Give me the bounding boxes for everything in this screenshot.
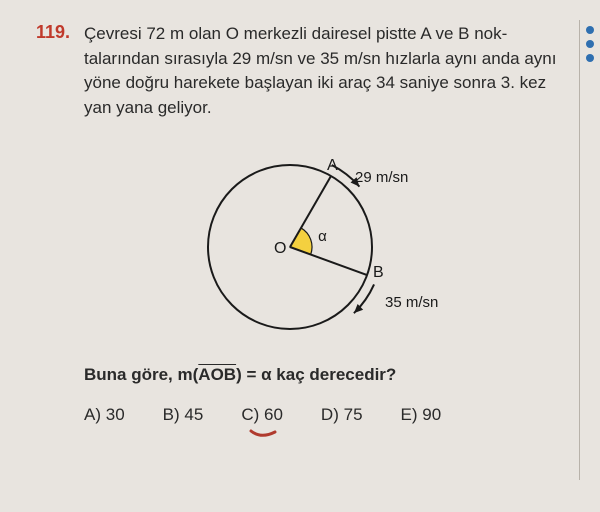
choice-B[interactable]: B) 45 <box>163 405 204 425</box>
choice-D[interactable]: D) 75 <box>321 405 363 425</box>
label-B: B <box>373 264 384 281</box>
question-number: 119. <box>36 22 74 43</box>
question-text: Çevresi 72 m olan O merkezli dairesel pi… <box>84 22 564 121</box>
radius-OB <box>290 247 367 275</box>
choice-C[interactable]: C) 60 <box>241 405 283 425</box>
page: 119. Çevresi 72 m olan O merkezli daires… <box>0 0 600 425</box>
choice-value: 90 <box>422 405 441 424</box>
ask-suffix: ) = α kaç derecedir? <box>236 365 396 384</box>
bullet-icon <box>586 40 594 48</box>
speed-A: 29 m/sn <box>355 169 408 186</box>
choice-value: 30 <box>106 405 125 424</box>
arc-label: AOB <box>198 365 236 384</box>
choice-letter: D) <box>321 405 339 424</box>
bullet-icon <box>586 26 594 34</box>
question-row: 119. Çevresi 72 m olan O merkezli daires… <box>36 22 564 121</box>
label-A: A <box>327 157 338 174</box>
circle-diagram: A B O α 29 m/sn 35 m/sn <box>160 127 440 357</box>
choice-letter: C) <box>241 405 259 424</box>
selected-mark-icon <box>249 429 277 439</box>
choice-E[interactable]: E) 90 <box>401 405 442 425</box>
choice-value: 45 <box>184 405 203 424</box>
speed-B: 35 m/sn <box>385 294 438 311</box>
choice-A[interactable]: A) 30 <box>84 405 125 425</box>
choice-value: 60 <box>264 405 283 424</box>
choice-letter: B) <box>163 405 180 424</box>
side-bullets <box>586 26 594 62</box>
question-ask: Buna göre, m(AOB) = α kaç derecedir? <box>84 365 564 385</box>
label-alpha: α <box>318 228 327 245</box>
choice-letter: E) <box>401 405 418 424</box>
label-O: O <box>274 240 286 257</box>
answer-choices: A) 30 B) 45 C) 60 D) 75 E) 90 <box>84 405 564 425</box>
ask-prefix: Buna göre, m( <box>84 365 198 384</box>
choice-value: 75 <box>344 405 363 424</box>
bullet-icon <box>586 54 594 62</box>
choice-letter: A) <box>84 405 101 424</box>
margin-rule <box>579 20 580 480</box>
diagram-container: A B O α 29 m/sn 35 m/sn <box>36 127 564 357</box>
